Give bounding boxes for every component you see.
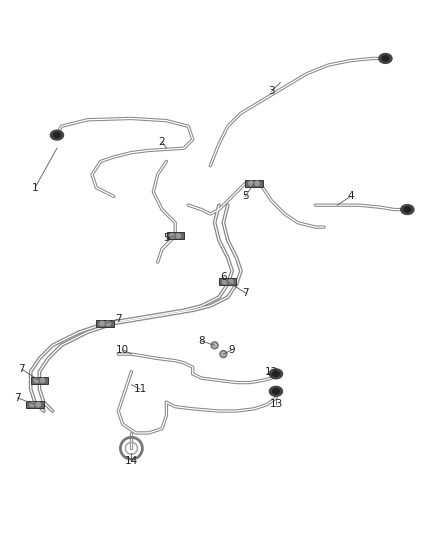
Text: 3: 3 xyxy=(268,86,275,96)
Circle shape xyxy=(176,233,180,238)
Circle shape xyxy=(222,352,225,356)
Text: 4: 4 xyxy=(347,191,354,201)
Polygon shape xyxy=(245,180,263,187)
Ellipse shape xyxy=(50,130,64,140)
Circle shape xyxy=(34,378,39,383)
Circle shape xyxy=(100,321,104,326)
Text: 2: 2 xyxy=(159,136,166,147)
Text: 7: 7 xyxy=(18,365,25,374)
Text: 10: 10 xyxy=(116,345,129,355)
Ellipse shape xyxy=(272,371,279,376)
Polygon shape xyxy=(166,232,184,239)
Text: 11: 11 xyxy=(134,384,147,394)
Circle shape xyxy=(106,321,110,326)
Ellipse shape xyxy=(401,205,414,214)
Text: 7: 7 xyxy=(242,288,249,298)
Ellipse shape xyxy=(269,386,283,396)
Circle shape xyxy=(170,233,174,238)
Circle shape xyxy=(40,378,45,383)
Ellipse shape xyxy=(54,133,60,138)
Circle shape xyxy=(211,342,218,349)
Text: 5: 5 xyxy=(242,191,249,201)
Ellipse shape xyxy=(379,53,392,63)
Polygon shape xyxy=(31,377,48,384)
Ellipse shape xyxy=(272,389,279,394)
Circle shape xyxy=(229,280,233,284)
Polygon shape xyxy=(26,401,44,408)
Text: 8: 8 xyxy=(198,336,205,346)
Text: 13: 13 xyxy=(269,399,283,409)
Text: 14: 14 xyxy=(125,456,138,466)
Ellipse shape xyxy=(404,207,411,212)
Text: 6: 6 xyxy=(220,272,227,282)
Circle shape xyxy=(30,402,34,407)
Text: 1: 1 xyxy=(32,183,39,192)
Ellipse shape xyxy=(269,369,283,379)
Text: 7: 7 xyxy=(115,314,122,324)
Circle shape xyxy=(213,344,216,347)
Circle shape xyxy=(223,280,227,284)
Text: 5: 5 xyxy=(163,233,170,243)
Text: 7: 7 xyxy=(14,393,21,403)
Text: 9: 9 xyxy=(229,345,236,355)
Circle shape xyxy=(255,181,259,185)
Circle shape xyxy=(249,181,253,185)
Circle shape xyxy=(220,351,227,358)
Polygon shape xyxy=(219,278,237,285)
Circle shape xyxy=(36,402,40,407)
Ellipse shape xyxy=(382,56,389,61)
Polygon shape xyxy=(96,320,114,327)
Text: 12: 12 xyxy=(265,367,278,377)
